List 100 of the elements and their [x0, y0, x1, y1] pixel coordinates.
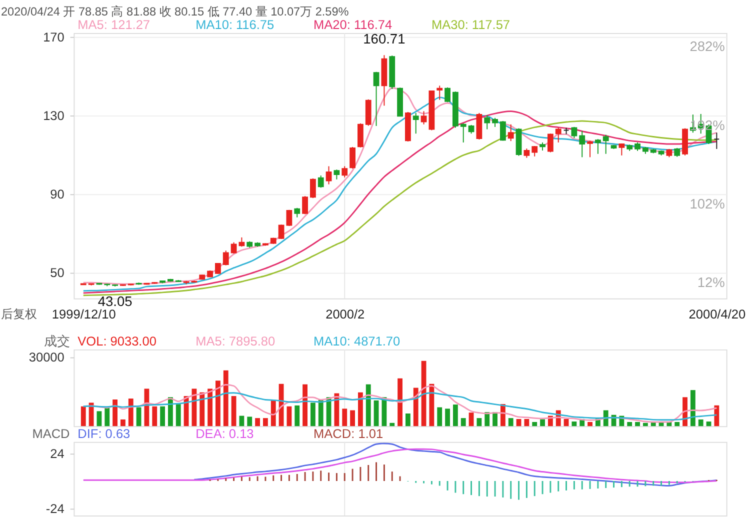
- y-tick-label: 130: [43, 108, 64, 123]
- bar: [120, 419, 126, 426]
- candlestick: [310, 178, 316, 199]
- candlestick: [230, 242, 237, 254]
- candlestick: [508, 124, 514, 142]
- bar: [627, 422, 632, 426]
- bar: [152, 406, 158, 426]
- candlestick: [420, 110, 427, 125]
- bar: [104, 407, 110, 426]
- candlestick: [357, 122, 364, 148]
- candlestick: [484, 114, 490, 130]
- candlestick: [436, 85, 443, 100]
- bar: [223, 370, 228, 426]
- candlestick: [350, 146, 356, 170]
- candlestick: [342, 166, 348, 178]
- candlestick: [373, 71, 380, 126]
- y-tick-label: 170: [43, 29, 64, 44]
- candlestick: [579, 130, 586, 158]
- text: 后复权: [0, 308, 37, 321]
- bar: [674, 422, 680, 426]
- bar: [310, 402, 316, 426]
- x-tick-label: 2000/4/20: [688, 306, 746, 322]
- chart-title: MACD: [32, 426, 70, 441]
- bar: [192, 388, 197, 426]
- bar: [706, 422, 712, 426]
- bar: [714, 405, 720, 426]
- bar: [390, 422, 395, 426]
- candlestick: [524, 148, 530, 158]
- candlestick: [294, 207, 300, 218]
- text: MA30: 117.57: [431, 17, 510, 32]
- bar: [398, 378, 402, 426]
- y2-tick-label: 102%: [690, 196, 725, 212]
- candlestick: [326, 166, 332, 185]
- bar: [88, 402, 94, 426]
- bar: [96, 411, 102, 426]
- bar: [334, 393, 340, 426]
- candlestick: [492, 117, 498, 128]
- text: MA10: 116.75: [196, 17, 274, 32]
- bar: [255, 418, 260, 426]
- candlestick: [587, 140, 593, 158]
- bar: [136, 407, 142, 426]
- bar: [358, 392, 363, 426]
- bar: [216, 380, 220, 426]
- bar: [286, 406, 292, 426]
- text: VOL: 9033.00: [78, 334, 156, 349]
- bar: [532, 422, 538, 426]
- bar: [413, 388, 418, 426]
- text: DEA: 0.13: [196, 426, 254, 441]
- bar: [508, 418, 514, 426]
- bar: [200, 392, 205, 426]
- bar: [476, 418, 482, 426]
- candlestick: [555, 127, 562, 143]
- text: 2020/04/24 开 78.85 高 81.88 收 80.15 低 77.40 量 10.07万 2.59%: [0, 4, 350, 18]
- bar: [160, 406, 165, 426]
- line-series: [193, 442, 718, 486]
- bar: [437, 407, 442, 426]
- candlestick: [318, 174, 324, 188]
- annotation: 160.71: [363, 31, 406, 46]
- candlestick: [412, 112, 419, 134]
- bar: [176, 404, 181, 426]
- candlestick: [714, 132, 720, 150]
- y-tick-label: -24: [46, 501, 64, 516]
- bar: [572, 422, 577, 426]
- bar: [564, 419, 569, 426]
- candlestick: [302, 196, 308, 215]
- candlestick: [460, 122, 466, 143]
- bar: [262, 418, 268, 426]
- bar: [366, 384, 371, 426]
- bar: [128, 398, 134, 426]
- bar: [231, 396, 236, 426]
- bar: [445, 408, 450, 426]
- text: DIF: 0.63: [78, 426, 130, 441]
- y-tick-label: 50: [50, 265, 64, 280]
- candlestick: [365, 98, 372, 126]
- y-tick-label: 24: [50, 446, 64, 461]
- bar: [452, 404, 458, 426]
- text: MA5: 121.27: [78, 17, 150, 32]
- candlestick: [278, 224, 284, 240]
- bar: [168, 397, 173, 426]
- y2-tick-label: 12%: [697, 275, 725, 290]
- y-tick-label: 90: [50, 186, 64, 202]
- bar: [80, 406, 86, 426]
- bar: [208, 388, 212, 426]
- bar: [460, 418, 466, 426]
- x-tick-label: 2000/2: [326, 306, 365, 322]
- candlestick: [238, 236, 245, 248]
- candlestick: [547, 133, 554, 153]
- bar: [302, 384, 308, 426]
- y-tick-label: 30000: [28, 350, 64, 365]
- bar: [342, 408, 348, 426]
- text: MA10: 4871.70: [314, 334, 400, 349]
- bar: [516, 419, 522, 426]
- bar: [112, 399, 118, 426]
- bar: [239, 416, 244, 426]
- candlestick: [602, 134, 609, 154]
- candlestick: [222, 250, 229, 266]
- chart-title: 成交: [44, 334, 70, 349]
- bar: [270, 400, 276, 426]
- bar: [350, 410, 355, 426]
- text: MA5: 7895.80: [196, 334, 276, 349]
